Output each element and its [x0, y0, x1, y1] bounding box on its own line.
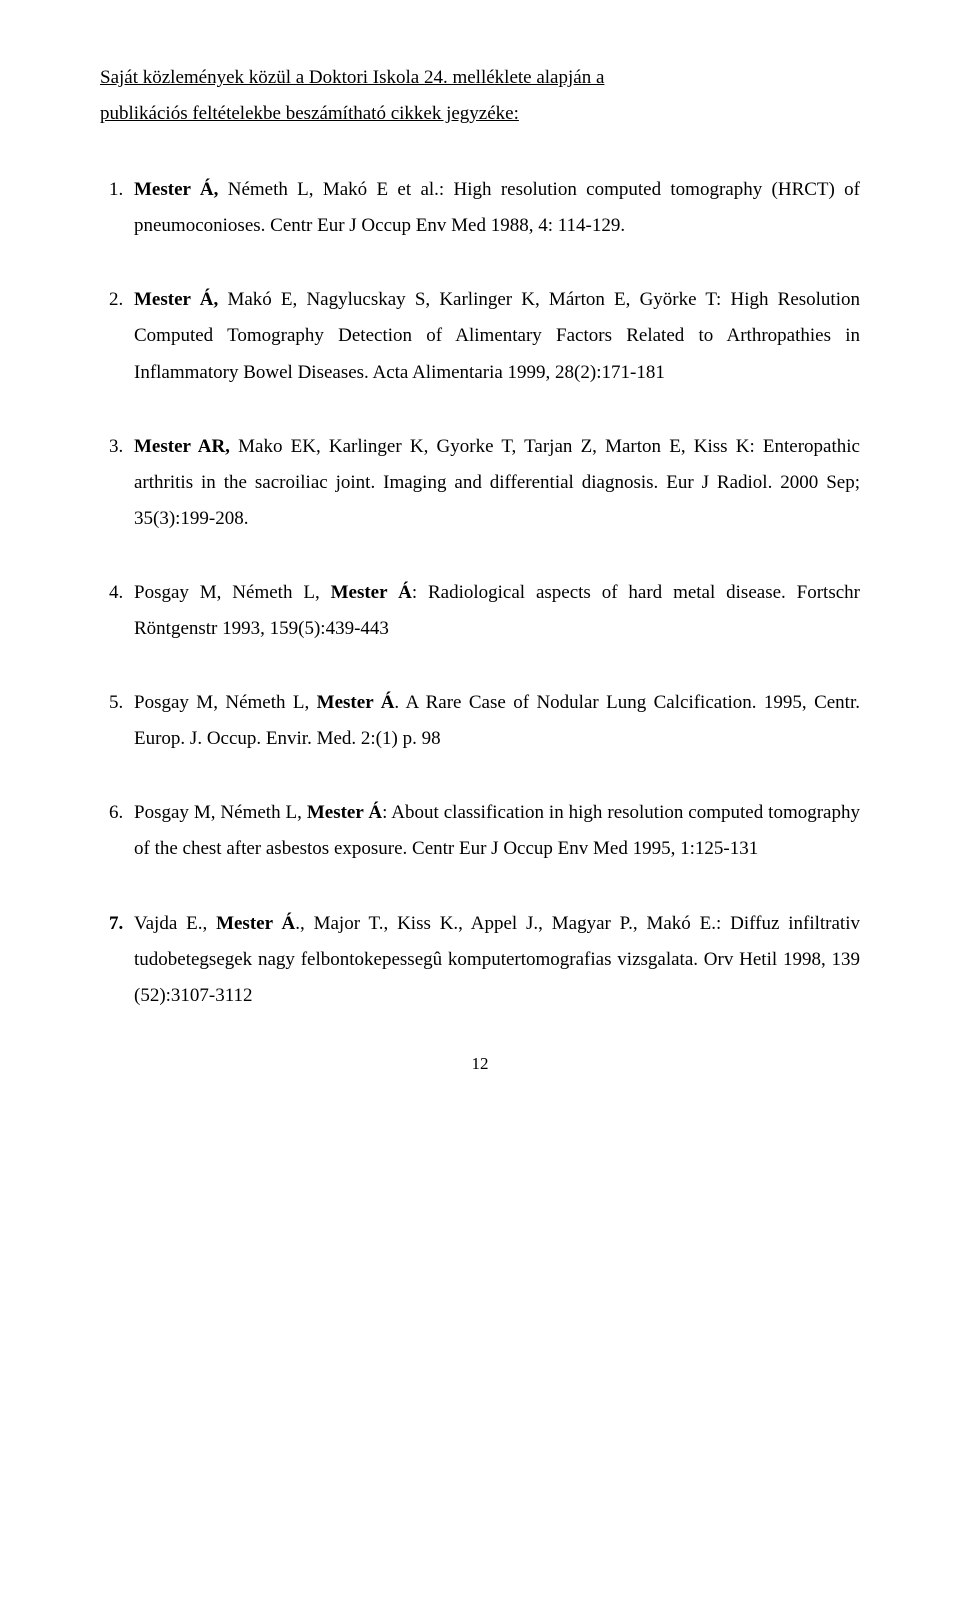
reference-list: Mester Á, Németh L, Makó E et al.: High …: [100, 172, 860, 1014]
author-bold: Mester Á: [317, 692, 395, 713]
reference-prefix: Posgay M, Németh L,: [134, 582, 331, 603]
author-bold: Mester Á: [307, 802, 382, 823]
reference-item: Mester Á, Makó E, Nagylucskay S, Karling…: [128, 282, 860, 390]
author-bold: Mester AR,: [134, 436, 230, 457]
reference-item: Mester AR, Mako EK, Karlinger K, Gyorke …: [128, 429, 860, 537]
reference-text: Mako EK, Karlinger K, Gyorke T, Tarjan Z…: [134, 436, 860, 529]
page-number: 12: [100, 1054, 860, 1074]
reference-text: Makó E, Nagylucskay S, Karlinger K, Márt…: [134, 289, 860, 382]
reference-prefix: Vajda E.,: [134, 913, 216, 934]
header-line-1: Saját közlemények közül a Doktori Iskola…: [100, 60, 860, 96]
reference-item: Posgay M, Németh L, Mester Á. A Rare Cas…: [128, 685, 860, 757]
reference-prefix: Posgay M, Németh L,: [134, 692, 317, 713]
author-bold: Mester Á,: [134, 179, 218, 200]
reference-prefix: Posgay M, Németh L,: [134, 802, 307, 823]
document-page: Saját közlemények közül a Doktori Iskola…: [0, 0, 960, 1114]
author-bold: Mester Á,: [134, 289, 218, 310]
author-bold: Mester Á: [331, 582, 412, 603]
reference-item: Posgay M, Németh L, Mester Á: About clas…: [128, 795, 860, 867]
author-bold: Mester Á: [216, 913, 295, 934]
reference-item: Mester Á, Németh L, Makó E et al.: High …: [128, 172, 860, 244]
reference-text: Németh L, Makó E et al.: High resolution…: [134, 179, 860, 236]
reference-item: Posgay M, Németh L, Mester Á: Radiologic…: [128, 575, 860, 647]
header-line-2: publikációs feltételekbe beszámítható ci…: [100, 96, 860, 132]
reference-item: Vajda E., Mester Á., Major T., Kiss K., …: [128, 906, 860, 1014]
